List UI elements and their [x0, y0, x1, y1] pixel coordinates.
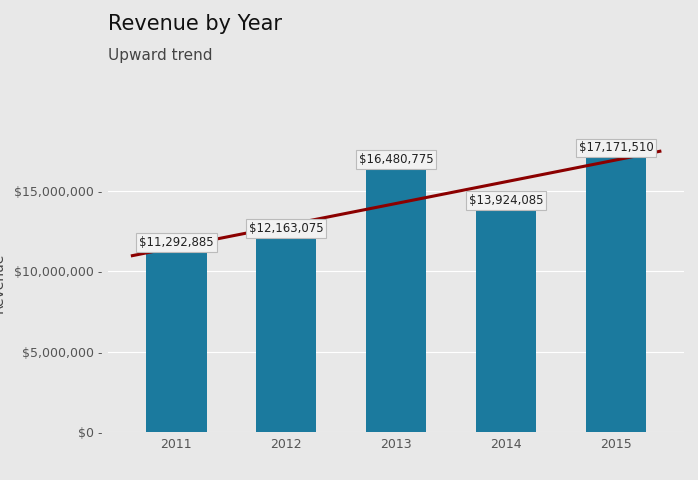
Text: $12,163,075: $12,163,075: [249, 222, 324, 235]
Bar: [586, 156, 646, 432]
Text: $17,171,510: $17,171,510: [579, 142, 653, 155]
Bar: [256, 236, 316, 432]
Text: $16,480,775: $16,480,775: [359, 153, 433, 166]
Text: $11,292,885: $11,292,885: [139, 236, 214, 249]
Bar: [146, 251, 207, 432]
Y-axis label: Revenue: Revenue: [0, 253, 6, 313]
Bar: [476, 208, 536, 432]
Text: Upward trend: Upward trend: [108, 48, 213, 63]
Text: $13,924,085: $13,924,085: [469, 194, 543, 207]
Text: Revenue by Year: Revenue by Year: [108, 14, 282, 35]
Bar: [366, 167, 426, 432]
